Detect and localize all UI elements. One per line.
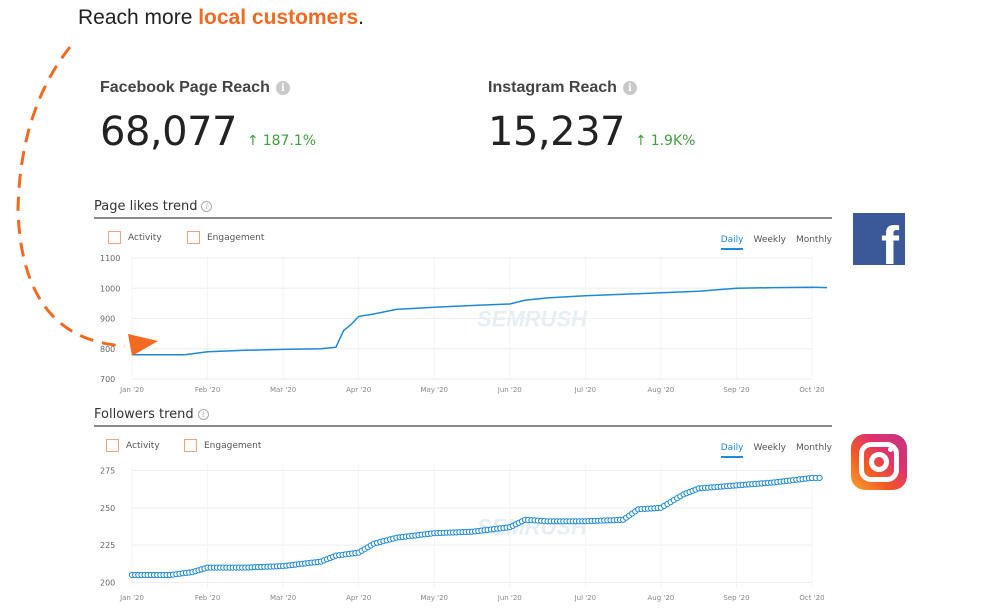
data-point (816, 474, 823, 482)
headline-suffix: . (358, 6, 364, 29)
y-tick-label: 700 (100, 375, 115, 384)
tab-daily[interactable]: Daily (720, 443, 744, 458)
up-arrow-icon: ↑ (634, 133, 647, 149)
facebook-reach-value-row: 68,077 ↑ 187.1% (100, 109, 316, 155)
instagram-reach-value: 15,237 (488, 109, 625, 155)
instagram-reach-label-row: Instagram Reach i (488, 79, 695, 97)
info-icon[interactable]: i (197, 408, 209, 420)
x-tick-label: Jan '20 (119, 594, 144, 602)
y-tick-label: 275 (100, 466, 115, 475)
x-tick-label: May '20 (420, 386, 448, 394)
tab-weekly[interactable]: Weekly (753, 443, 786, 453)
tab-weekly[interactable]: Weekly (753, 235, 786, 245)
x-tick-label: Apr '20 (346, 386, 371, 394)
y-tick-label: 225 (100, 541, 115, 550)
facebook-reach-label-row: Facebook Page Reach i (100, 79, 316, 97)
x-tick-label: Aug '20 (648, 386, 675, 394)
info-icon[interactable]: i (275, 81, 290, 95)
y-tick-label: 1000 (100, 284, 120, 293)
chart-title: Followers trend (94, 406, 194, 422)
facebook-reach-value: 68,077 (100, 109, 237, 155)
x-tick-label: Feb '20 (195, 594, 220, 602)
period-tabs: Daily Weekly Monthly (720, 443, 832, 458)
page-likes-chart-title-row: Page likes trend i (94, 198, 832, 214)
legend-label: Activity (126, 440, 160, 451)
headline: Reach more local customers. (78, 6, 364, 30)
chart-area: Activity Engagement Daily Weekly Monthly… (94, 219, 832, 395)
x-tick-label: Jun '20 (497, 594, 522, 602)
up-arrow-icon: ↑ (246, 133, 259, 149)
series-line (132, 477, 820, 576)
facebook-logo: f (853, 213, 905, 265)
info-icon[interactable]: i (622, 81, 637, 95)
tab-daily[interactable]: Daily (720, 235, 744, 250)
followers-chart-panel: Followers trend i Activity Engagement Da… (94, 406, 832, 603)
y-tick-label: 900 (100, 315, 115, 324)
headline-accent: local customers (198, 6, 359, 29)
chart-area: Activity Engagement Daily Weekly Monthly… (94, 427, 832, 603)
info-icon[interactable]: i (201, 200, 213, 212)
legend-activity[interactable]: Activity (106, 439, 160, 452)
facebook-reach-label: Facebook Page Reach (100, 79, 270, 96)
x-tick-label: Jul '20 (574, 594, 597, 602)
y-tick-label: 1100 (100, 254, 120, 263)
legend-checkbox[interactable] (106, 439, 119, 452)
followers-chart-title-row: Followers trend i (94, 406, 832, 422)
series-line (132, 286, 828, 356)
x-tick-label: Oct '20 (799, 594, 824, 602)
period-tabs: Daily Weekly Monthly (720, 235, 832, 250)
legend-label: Engagement (204, 440, 262, 451)
legend-label: Engagement (207, 232, 265, 243)
x-tick-label: Sep '20 (723, 594, 749, 602)
x-tick-label: Oct '20 (799, 386, 824, 394)
facebook-reach-change-value: 187.1% (262, 133, 317, 149)
x-tick-label: Jul '20 (574, 386, 597, 394)
tab-monthly[interactable]: Monthly (795, 443, 832, 453)
tab-monthly[interactable]: Monthly (795, 235, 832, 245)
legend-checkbox[interactable] (184, 439, 197, 452)
divider (94, 217, 832, 219)
instagram-reach-change: ↑ 1.9K% (635, 133, 695, 149)
facebook-reach-change: ↑ 187.1% (247, 133, 316, 149)
y-tick-label: 250 (100, 504, 115, 513)
legend-label: Activity (128, 232, 162, 243)
instagram-logo (851, 434, 907, 490)
instagram-reach-metric: Instagram Reach i 15,237 ↑ 1.9K% (488, 79, 695, 155)
instagram-reach-value-row: 15,237 ↑ 1.9K% (488, 109, 695, 155)
x-tick-label: Aug '20 (648, 594, 675, 602)
instagram-reach-label: Instagram Reach (488, 79, 617, 96)
headline-prefix: Reach more (78, 6, 199, 29)
legend-checkbox[interactable] (187, 231, 200, 244)
y-tick-label: 800 (100, 345, 115, 354)
divider (94, 425, 832, 427)
x-tick-label: Apr '20 (346, 594, 371, 602)
x-tick-label: Jun '20 (497, 386, 522, 394)
x-tick-label: Feb '20 (195, 386, 220, 394)
x-tick-label: Sep '20 (723, 386, 749, 394)
x-tick-label: Mar '20 (270, 594, 296, 602)
facebook-reach-metric: Facebook Page Reach i 68,077 ↑ 187.1% (100, 79, 316, 155)
chart-title: Page likes trend (94, 198, 198, 214)
legend-engagement[interactable]: Engagement (187, 231, 264, 244)
x-tick-label: May '20 (420, 594, 448, 602)
x-tick-label: Mar '20 (270, 386, 296, 394)
y-tick-label: 200 (100, 579, 115, 588)
page-likes-chart-panel: Page likes trend i Activity Engagement D… (94, 198, 832, 395)
instagram-reach-change-value: 1.9K% (650, 133, 696, 149)
x-tick-label: Jan '20 (119, 386, 144, 394)
legend-engagement[interactable]: Engagement (184, 439, 261, 452)
